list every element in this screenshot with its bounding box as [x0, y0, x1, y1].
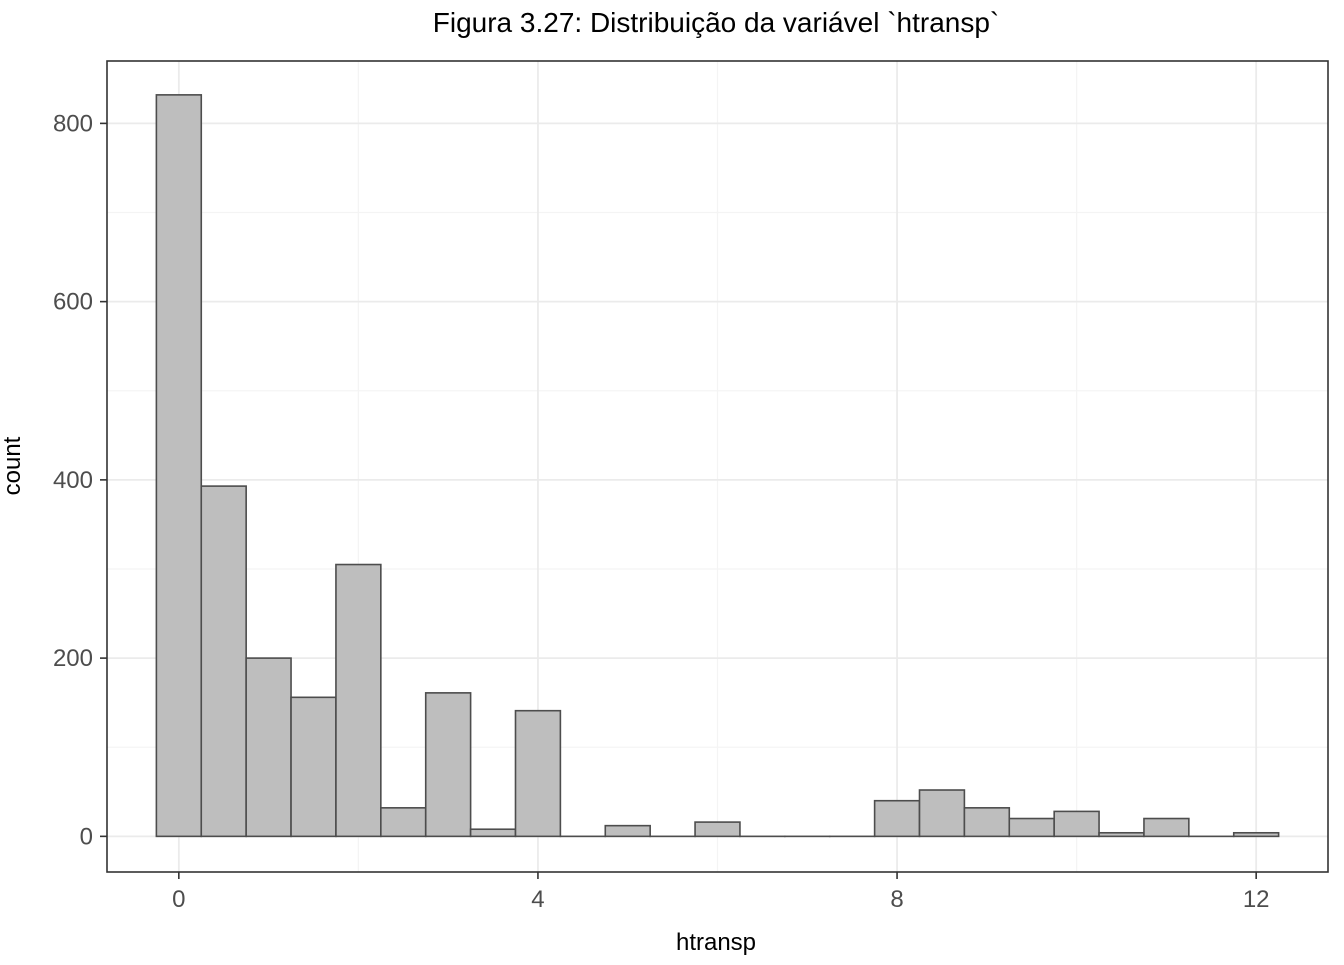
histogram-bar [246, 658, 291, 836]
histogram-bar [605, 826, 650, 837]
histogram-bar [201, 486, 246, 836]
histogram-bar [875, 801, 920, 837]
histogram-bar [964, 808, 1009, 837]
y-axis-label: count [0, 436, 26, 495]
y-tick-label: 400 [53, 467, 93, 494]
y-tick-label: 200 [53, 645, 93, 672]
histogram-bar [156, 95, 201, 836]
histogram-bar [920, 790, 965, 836]
x-tick-label: 4 [531, 886, 544, 913]
histogram-bar [1054, 811, 1099, 836]
histogram-bar [695, 822, 740, 836]
x-tick-label: 12 [1243, 886, 1270, 913]
y-axis: 0 200 400 600 800 [53, 110, 107, 850]
histogram-bar [291, 697, 336, 836]
histogram-bar [1009, 819, 1054, 837]
histogram-bar [515, 711, 560, 837]
x-tick-label: 8 [890, 886, 903, 913]
histogram-bar [426, 693, 471, 836]
histogram-bar [381, 808, 426, 837]
histogram-bar [471, 829, 516, 836]
histogram-bar [336, 565, 381, 837]
x-axis-label: htransp [676, 929, 756, 956]
y-tick-label: 800 [53, 110, 93, 137]
histogram-bar [1144, 819, 1189, 837]
x-axis: 0 4 8 12 [172, 872, 1269, 913]
y-tick-label: 0 [80, 823, 93, 850]
histogram-bar [1099, 833, 1144, 837]
chart-title: Figura 3.27: Distribuição da variável `h… [433, 7, 999, 38]
histogram-bar [1234, 833, 1279, 837]
x-tick-label: 0 [172, 886, 185, 913]
y-tick-label: 600 [53, 289, 93, 316]
